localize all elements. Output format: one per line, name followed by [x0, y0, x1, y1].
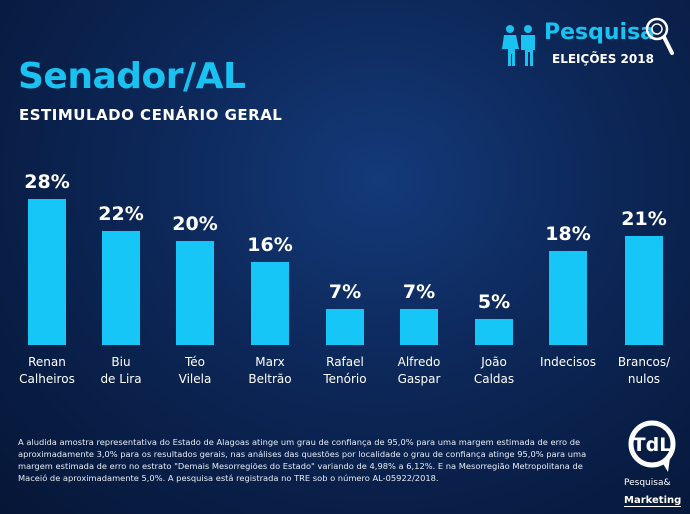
bar-chart: 28% Renan Calheiros 22% Biu de Lira 20% Téo Vile… [19, 171, 671, 386]
category-label: Rafael Tenório [323, 355, 367, 386]
data-label: 5% [477, 291, 511, 313]
bar [28, 199, 66, 345]
brand-name: Pesquisa [544, 20, 656, 45]
pesquisa-brand: Pesquisa ELEIÇÕES 2018 [494, 14, 674, 74]
tdl-logo-mark: TdL [628, 420, 676, 472]
data-label: 18% [545, 223, 591, 246]
category-label: Marx Beltrão [248, 355, 292, 386]
logo-sub1: Pesquisa& [624, 478, 671, 488]
tdl-logo: TdL Pesquisa& Marketing [622, 418, 686, 510]
tdl-logo-text: TdL [633, 434, 672, 456]
data-label: 7% [328, 280, 362, 303]
data-label: 20% [172, 213, 218, 235]
logo-sub2: Marketing [624, 495, 682, 507]
data-label: 22% [98, 202, 144, 225]
bar [625, 235, 663, 345]
data-label: 28% [24, 171, 70, 194]
category-label: Téo Vilela [178, 355, 212, 386]
category-label: Biu de Lira [100, 355, 142, 386]
bar [251, 261, 289, 345]
chart-subtitle: ESTIMULADO CENÁRIO GERAL [19, 106, 283, 124]
brand-subtitle: ELEIÇÕES 2018 [552, 52, 654, 66]
category-label: Alfredo Gaspar [397, 355, 441, 386]
category-label: Renan Calheiros [19, 355, 75, 386]
data-label: 7% [402, 280, 436, 303]
data-label: 16% [247, 233, 293, 256]
category-label: Indecisos [540, 355, 596, 369]
people-icon [502, 25, 535, 66]
bar [176, 241, 214, 345]
category-label: Brancos/nulos [617, 355, 671, 386]
bar [475, 319, 513, 345]
bar [400, 308, 438, 345]
footnote: A aludida amostra representativa do Esta… [18, 437, 587, 483]
data-label: 21% [621, 207, 667, 230]
magnifier-icon [645, 17, 674, 55]
bar [102, 230, 140, 345]
chart-title: Senador/AL [18, 56, 246, 97]
category-label: João Caldas [473, 355, 515, 386]
bar [326, 308, 364, 345]
bar [549, 251, 587, 345]
